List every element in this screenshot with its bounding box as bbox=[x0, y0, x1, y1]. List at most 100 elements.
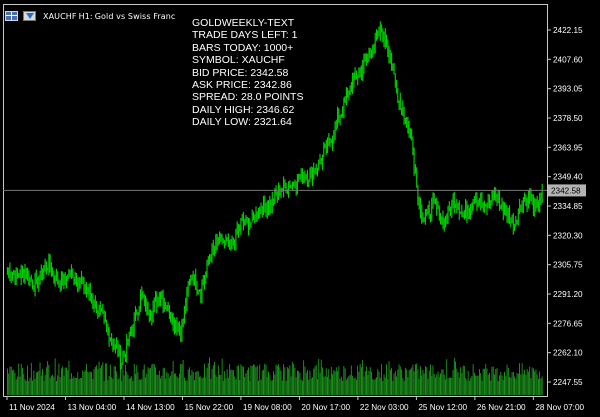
volume-bar bbox=[456, 368, 458, 395]
volume-bar bbox=[382, 380, 384, 395]
volume-bar bbox=[9, 366, 11, 395]
volume-bar bbox=[297, 370, 298, 395]
volume-bar bbox=[240, 364, 242, 395]
volume-bar bbox=[278, 364, 279, 395]
volume-bar bbox=[8, 373, 10, 395]
volume-bar bbox=[165, 378, 167, 395]
volume-bar bbox=[255, 367, 257, 395]
volume-bar bbox=[7, 368, 8, 395]
volume-bar bbox=[212, 365, 214, 395]
volume-bar bbox=[71, 373, 72, 395]
volume-bar bbox=[250, 365, 252, 395]
x-axis-tick-label: 25 Nov 12:00 bbox=[418, 403, 467, 412]
volume-bar bbox=[373, 380, 375, 395]
volume-bar bbox=[44, 375, 46, 395]
volume-bar bbox=[195, 372, 197, 395]
volume-bar bbox=[166, 371, 168, 395]
volume-bar bbox=[431, 376, 433, 395]
volume-bar bbox=[393, 373, 395, 395]
volume-bar bbox=[91, 372, 92, 395]
volume-bar bbox=[103, 380, 105, 395]
volume-bar bbox=[217, 365, 219, 395]
y-axis-tick-label: 2349.40 bbox=[553, 173, 583, 182]
x-axis-tick-label: 22 Nov 03:00 bbox=[360, 403, 409, 412]
volume-bar bbox=[540, 378, 542, 395]
volume-bar bbox=[452, 370, 454, 395]
volume-bar bbox=[56, 381, 57, 395]
volume-bar bbox=[205, 377, 207, 395]
volume-bar bbox=[235, 378, 237, 395]
volume-bar bbox=[160, 378, 161, 395]
volume-bar bbox=[285, 380, 287, 395]
volume-bar bbox=[101, 365, 102, 395]
volume-bar bbox=[389, 369, 391, 395]
volume-bar bbox=[20, 363, 22, 395]
volume-bar bbox=[372, 379, 374, 395]
volume-bar bbox=[167, 373, 169, 395]
volume-bar bbox=[514, 376, 515, 395]
volume-bar bbox=[289, 365, 291, 395]
volume-bar bbox=[437, 371, 439, 395]
volume-bar bbox=[392, 380, 394, 395]
volume-bar bbox=[475, 375, 477, 395]
info-daily-low: DAILY LOW: 2321.64 bbox=[192, 116, 292, 129]
volume-bar bbox=[113, 365, 115, 395]
chart-symbol-title: XAUCHF H1: Gold vs Swiss Franc bbox=[5, 9, 175, 23]
volume-bar bbox=[93, 369, 95, 395]
volume-bar bbox=[467, 371, 469, 395]
volume-bar bbox=[131, 376, 133, 395]
volume-bar bbox=[263, 369, 264, 395]
y-axis-tick-label: 2305.75 bbox=[553, 261, 583, 270]
volume-bar bbox=[43, 380, 45, 395]
window-grid-icon[interactable] bbox=[5, 11, 18, 21]
info-ask-price: ASK PRICE: 2342.86 bbox=[192, 79, 292, 92]
volume-bar bbox=[81, 378, 82, 395]
volume-bar bbox=[248, 367, 249, 395]
symbol-description: Gold vs Swiss Franc bbox=[94, 11, 176, 21]
volume-bar bbox=[314, 366, 316, 395]
volume-bar bbox=[461, 373, 463, 395]
volume-bar bbox=[186, 380, 188, 395]
volume-bar bbox=[54, 358, 56, 395]
y-axis-tick-label: 2291.20 bbox=[553, 290, 583, 299]
volume-bar bbox=[378, 371, 380, 395]
volume-bar bbox=[308, 379, 310, 395]
volume-bar bbox=[130, 377, 131, 395]
volume-bar bbox=[111, 377, 113, 395]
volume-bar bbox=[249, 380, 251, 395]
volume-bar bbox=[472, 364, 474, 395]
volume-bar bbox=[146, 373, 148, 395]
volume-bar bbox=[338, 366, 340, 395]
volume-bar bbox=[440, 373, 441, 395]
volume-bar bbox=[140, 379, 141, 395]
volume-bar bbox=[324, 376, 326, 395]
volume-bar bbox=[402, 377, 404, 395]
volume-bar bbox=[234, 376, 236, 395]
volume-bar bbox=[310, 378, 312, 395]
volume-bar bbox=[180, 364, 182, 395]
volume-bar bbox=[509, 376, 510, 395]
expert-advisor-icon[interactable] bbox=[23, 11, 36, 21]
volume-bar bbox=[315, 364, 317, 395]
volume-bar bbox=[462, 365, 464, 395]
volume-bar bbox=[421, 375, 423, 395]
volume-bar bbox=[491, 366, 493, 395]
volume-bar bbox=[417, 369, 419, 395]
volume-bar bbox=[416, 363, 418, 395]
volume-bar bbox=[286, 367, 288, 395]
volume-bar bbox=[288, 368, 290, 395]
volume-bar bbox=[23, 373, 25, 395]
volume-bar bbox=[229, 364, 231, 395]
volume-bar bbox=[256, 365, 258, 395]
volume-bar bbox=[66, 367, 67, 395]
volume-bar bbox=[158, 370, 160, 395]
volume-bar bbox=[35, 372, 37, 395]
volume-bar bbox=[361, 367, 362, 395]
volume-bar bbox=[463, 366, 465, 395]
volume-bar bbox=[187, 369, 189, 395]
volume-bar bbox=[309, 370, 311, 395]
volume-bar bbox=[495, 369, 497, 395]
volume-bar bbox=[305, 372, 307, 395]
